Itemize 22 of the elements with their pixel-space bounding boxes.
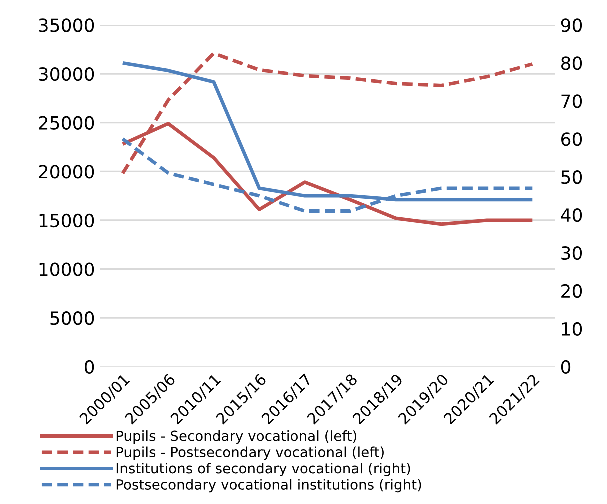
y-tick-label: 20000 (39, 165, 94, 179)
legend-label: Pupils - Secondary vocational (left) (116, 430, 356, 444)
y2-tick-label: 0 (561, 360, 571, 374)
y-tick-label: 30000 (39, 67, 94, 82)
y2-tick-label: 40 (561, 208, 582, 222)
legend-label: Institutions of secondary vocational (right) (116, 463, 410, 476)
y-tick-label: 25000 (39, 116, 94, 130)
y-tick-label: 35000 (39, 18, 94, 32)
legend-label: Postsecondary vocational institutions (right) (116, 479, 422, 493)
y2-tick-label: 60 (562, 132, 582, 146)
y-tick-label: 5000 (50, 312, 94, 326)
y2-tick-label: 10 (562, 322, 582, 336)
y2-tick-label: 50 (562, 170, 582, 184)
y2-tick-label: 20 (562, 284, 582, 298)
y2-tick-label: 30 (562, 246, 582, 260)
legend-label: Pupils - Postsecondary vocational (left) (116, 446, 384, 460)
y2-tick-label: 70 (562, 94, 582, 108)
y2-tick-label: 90 (561, 18, 582, 32)
y-tick-label: 15000 (40, 214, 94, 228)
y-tick-label: 10000 (40, 262, 94, 276)
y-tick-label: 0 (84, 360, 94, 374)
y2-tick-label: 80 (561, 56, 582, 70)
